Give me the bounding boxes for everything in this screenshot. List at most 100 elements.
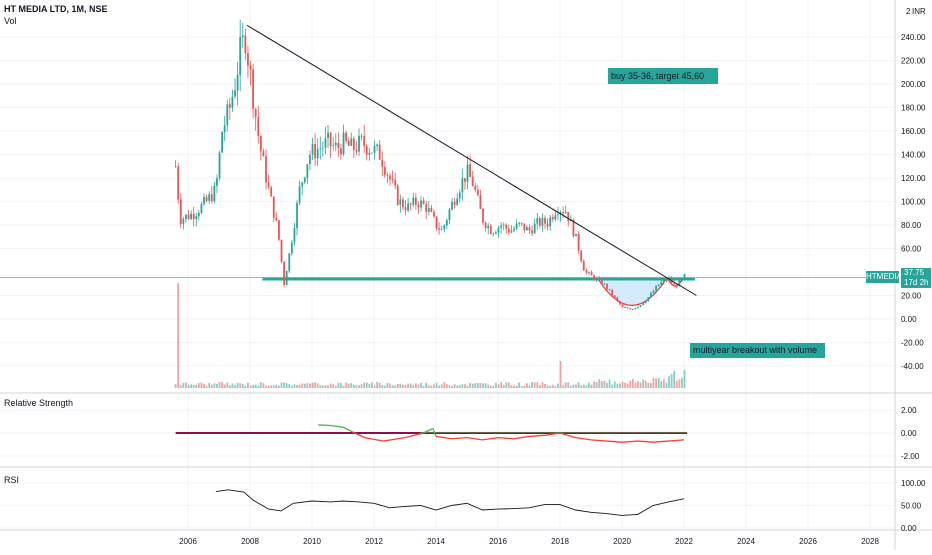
price-tick-label: 60.00 xyxy=(901,245,922,254)
candle-body xyxy=(306,164,309,178)
candle-body xyxy=(528,227,531,231)
candle-body xyxy=(412,197,415,205)
volume-bar xyxy=(652,377,655,388)
candle-body xyxy=(409,203,412,205)
volume-bar xyxy=(347,383,350,388)
candle-body xyxy=(342,132,345,155)
volume-bar xyxy=(551,384,554,388)
volume-bar xyxy=(681,377,683,388)
candle-body xyxy=(489,225,492,234)
volume-bar xyxy=(327,385,329,388)
volume-bar xyxy=(358,385,360,388)
time-tick-label: 2008 xyxy=(241,537,259,546)
candle-body xyxy=(290,242,293,254)
candle-body xyxy=(427,208,430,212)
volume-bar xyxy=(228,385,231,388)
volume-bar xyxy=(662,379,665,388)
volume-bar xyxy=(451,385,453,388)
symbol-legend[interactable]: HT MEDIA LTD, 1M, NSE xyxy=(4,4,108,14)
candle-body xyxy=(417,204,420,208)
volume-bar xyxy=(420,382,422,388)
rs-tick-label: 2.00 xyxy=(901,406,917,415)
volume-bar xyxy=(443,382,446,388)
price-tick-label: 120.00 xyxy=(901,174,926,183)
annotation-buy-note[interactable]: buy 35-36, target 45,60 xyxy=(608,68,718,84)
volume-bar xyxy=(590,384,593,388)
candle-body xyxy=(523,223,526,231)
volume-bar xyxy=(363,382,366,388)
volume-bar xyxy=(526,383,528,388)
candle-body xyxy=(474,186,477,190)
grid-layer xyxy=(0,0,895,530)
price-tick-label: 100.00 xyxy=(901,198,926,207)
candle-body xyxy=(329,132,332,146)
candle-body xyxy=(270,187,273,197)
candle-body xyxy=(257,116,260,136)
rsi-tick-label: 100.00 xyxy=(901,479,926,488)
rs-legend[interactable]: Relative Strength xyxy=(4,398,73,408)
volume-bar xyxy=(402,384,404,388)
candle-body xyxy=(657,284,660,287)
volume-bar xyxy=(433,384,435,388)
volume-bar xyxy=(391,385,394,388)
volume-bar xyxy=(453,384,456,388)
time-tick-label: 2026 xyxy=(799,537,817,546)
candle-body xyxy=(430,208,433,212)
price-tick-label: 160.00 xyxy=(901,127,926,136)
volume-bar xyxy=(301,383,304,388)
rsi-legend[interactable]: RSI xyxy=(4,475,19,485)
candle-body xyxy=(389,175,391,180)
candle-body xyxy=(665,280,668,281)
candle-body xyxy=(616,297,619,301)
volume-bar xyxy=(523,385,526,388)
annotation-breakout-note[interactable]: multiyear breakout with volume xyxy=(690,343,825,358)
volume-bar xyxy=(683,370,686,388)
volume-bar xyxy=(440,384,443,388)
rs-segment xyxy=(637,440,654,443)
candle-body xyxy=(373,146,376,153)
candle-body xyxy=(371,152,373,154)
volume-bar xyxy=(466,385,469,388)
volume-bar xyxy=(412,384,415,388)
time-tick-label: 2016 xyxy=(489,537,507,546)
volume-bar xyxy=(425,382,428,388)
candle-body xyxy=(598,278,601,280)
candle-body xyxy=(546,223,549,227)
volume-bar xyxy=(386,382,389,388)
volume-bar xyxy=(355,385,358,388)
volume-bar xyxy=(585,385,588,388)
candle-body xyxy=(433,211,435,217)
candle-body xyxy=(327,132,329,139)
candle-body xyxy=(443,225,446,230)
volume-bar xyxy=(337,383,340,388)
candle-body xyxy=(456,198,459,205)
rs-segment xyxy=(451,436,468,440)
candle-body xyxy=(549,217,552,227)
volume-bar xyxy=(236,382,239,388)
candle-body xyxy=(497,227,500,233)
volume-bar xyxy=(252,384,254,388)
price-tick-label: 200.00 xyxy=(901,80,926,89)
volume-bar xyxy=(332,384,335,388)
candle-body xyxy=(404,207,407,211)
rs-segment xyxy=(330,424,344,428)
candle-body xyxy=(228,104,231,108)
volume-bar xyxy=(396,383,399,388)
candle-body xyxy=(469,164,471,177)
candle-body xyxy=(515,223,518,229)
volume-bar xyxy=(600,381,603,388)
candle-body xyxy=(324,138,327,148)
candle-body xyxy=(567,212,570,222)
volume-bar xyxy=(479,383,482,388)
candle-body xyxy=(272,196,275,218)
candle-body xyxy=(575,233,577,237)
candle-body xyxy=(252,69,254,109)
volume-bar xyxy=(316,383,319,388)
candle-body xyxy=(634,307,637,310)
candle-body xyxy=(538,218,541,226)
candle-body xyxy=(208,194,211,201)
volume-legend[interactable]: Vol xyxy=(4,16,17,26)
volume-bar xyxy=(621,381,624,388)
